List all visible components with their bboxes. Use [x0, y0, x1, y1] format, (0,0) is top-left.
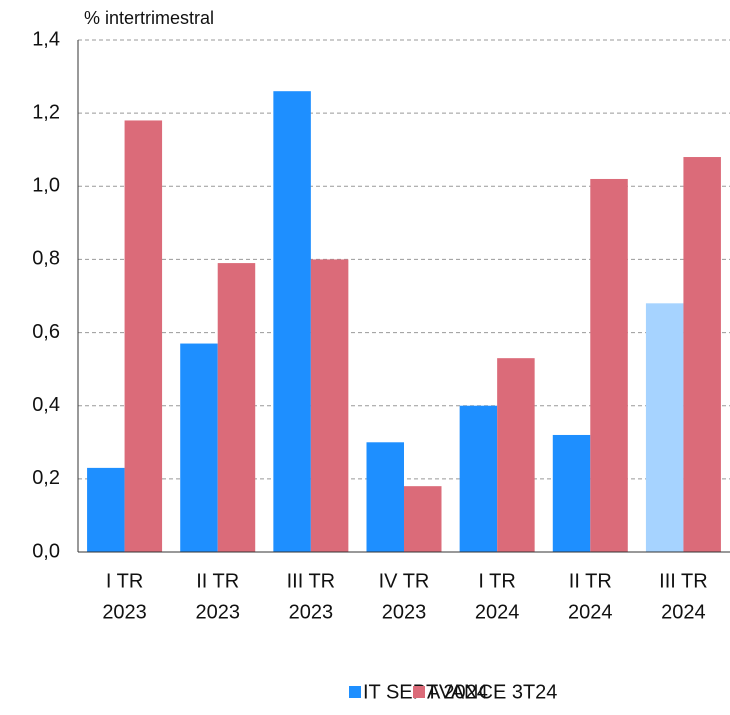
- x-tick-label: 2024: [475, 601, 520, 623]
- bar: [87, 467, 125, 552]
- x-tick-label: 2023: [382, 601, 427, 623]
- bar: [552, 434, 591, 552]
- legend-label: AVANCE 3T24: [427, 681, 557, 703]
- x-tick-label: II TR: [196, 570, 239, 592]
- bar: [459, 405, 498, 552]
- x-tick-label: I TR: [106, 570, 143, 592]
- legend-swatch: [349, 686, 361, 698]
- y-tick-label: 0,2: [32, 467, 60, 489]
- y-tick-label: 1,2: [32, 101, 60, 123]
- bar: [124, 120, 163, 552]
- legend-label: IT SEPT 2024: [363, 681, 488, 703]
- bar: [683, 157, 721, 552]
- bar: [404, 486, 442, 552]
- y-tick-label: 1,0: [32, 175, 60, 197]
- bar: [180, 343, 218, 552]
- bar: [310, 259, 349, 552]
- y-tick-label: 0,4: [32, 394, 60, 416]
- y-tick-label: 1,4: [32, 28, 60, 50]
- y-tick-label: 0,0: [32, 540, 60, 562]
- x-tick-label: 2023: [102, 601, 147, 623]
- y-tick-label: 0,8: [32, 248, 60, 270]
- x-tick-label: 2023: [195, 601, 240, 623]
- bar: [273, 91, 311, 552]
- bar: [497, 358, 535, 552]
- legend-swatch: [413, 686, 425, 698]
- bar: [217, 263, 256, 552]
- x-tick-label: 2024: [568, 601, 613, 623]
- y-tick-label: 0,6: [32, 321, 60, 343]
- x-tick-label: II TR: [569, 570, 612, 592]
- bar: [590, 178, 628, 552]
- y-axis-label: % intertrimestral: [84, 8, 214, 28]
- x-tick-label: III TR: [287, 570, 336, 592]
- x-tick-label: IV TR: [379, 570, 430, 592]
- x-tick-label: 2023: [289, 601, 334, 623]
- bar: [366, 442, 404, 552]
- x-tick-label: 2024: [661, 601, 706, 623]
- bar: [645, 303, 684, 552]
- x-tick-label: III TR: [659, 570, 708, 592]
- x-tick-label: I TR: [478, 570, 515, 592]
